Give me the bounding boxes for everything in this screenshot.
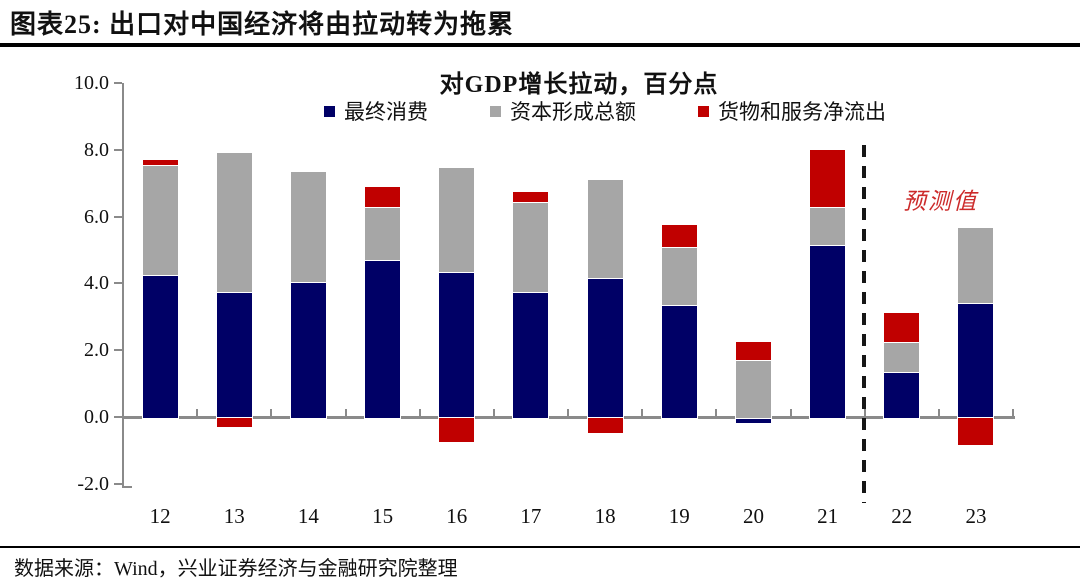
y-axis-line	[122, 83, 124, 488]
chart-title: 对GDP增长拉动，百分点	[439, 72, 719, 98]
bar-segment-20-货物和服务净流出	[734, 340, 772, 362]
x-axis-tick	[418, 409, 421, 418]
bar-segment-13-资本形成总额	[215, 152, 253, 293]
x-axis-label: 14	[297, 504, 319, 528]
y-axis-label: 4.0	[84, 272, 109, 295]
bar-segment-14-最终消费	[289, 280, 327, 420]
bar-segment-20-最终消费	[734, 417, 772, 425]
x-axis-label: 23	[965, 504, 987, 528]
legend-swatch-capital-formation-icon	[490, 105, 501, 117]
y-axis-label: 8.0	[84, 139, 109, 161]
legend-label-final-consumption: 最终消费	[344, 100, 428, 124]
x-axis-tick	[715, 409, 718, 418]
legend-item-final-consumption: 最终消费	[324, 96, 428, 126]
bar-segment-15-资本形成总额	[364, 205, 402, 261]
bar-segment-16-资本形成总额	[438, 167, 476, 273]
bar-segment-18-资本形成总额	[586, 178, 624, 280]
x-axis-label: 18	[594, 504, 616, 528]
data-source-note: 数据来源：Wind，兴业证券经济与金融研究院整理	[14, 558, 458, 580]
footer-divider-line	[0, 546, 1080, 548]
bar-segment-16-最终消费	[438, 270, 476, 420]
x-axis-label: 22	[891, 504, 913, 528]
bar-segment-23-最终消费	[957, 302, 995, 420]
legend-label-net-exports: 货物和服务净流出	[718, 100, 886, 124]
bar-segment-17-货物和服务净流出	[512, 190, 550, 203]
bar-segment-23-资本形成总额	[957, 227, 995, 305]
y-axis-tick	[114, 482, 122, 485]
x-axis-tick	[789, 409, 792, 418]
y-axis-label: 0.0	[84, 405, 109, 428]
bar-segment-19-资本形成总额	[660, 245, 698, 306]
bar-segment-15-货物和服务净流出	[364, 185, 402, 208]
bar-segment-15-最终消费	[364, 258, 402, 420]
x-axis-tick	[937, 409, 940, 418]
y-axis-tick	[114, 149, 122, 151]
bar-segment-12-货物和服务净流出	[141, 158, 179, 166]
bar-segment-20-资本形成总额	[734, 359, 772, 420]
x-axis-label: 13	[223, 504, 245, 528]
x-axis-line	[123, 416, 1015, 420]
legend-label-capital-formation: 资本形成总额	[510, 100, 636, 124]
legend-item-capital-formation: 资本形成总额	[490, 96, 636, 126]
x-axis-label: 12	[149, 504, 171, 528]
x-axis-label: 19	[668, 504, 690, 528]
y-axis-tick	[114, 349, 122, 352]
bar-segment-19-货物和服务净流出	[660, 223, 698, 248]
x-axis-label: 16	[446, 504, 468, 528]
forecast-label: 预测值	[903, 189, 978, 214]
x-axis-tick	[492, 409, 495, 418]
y-axis-label: 2.0	[84, 339, 109, 362]
x-axis-tick	[344, 409, 347, 418]
bar-segment-18-货物和服务净流出	[586, 417, 624, 435]
bar-segment-13-货物和服务净流出	[215, 417, 253, 428]
y-axis-tick	[114, 215, 122, 218]
x-axis-tick	[270, 409, 273, 418]
y-axis-label: -2.0	[77, 472, 109, 495]
legend-item-net-exports: 货物和服务净流出	[698, 96, 886, 126]
bar-segment-22-最终消费	[883, 370, 921, 420]
bar-segment-19-最终消费	[660, 303, 698, 420]
x-axis-tick	[567, 409, 570, 418]
x-axis-tick	[1012, 409, 1015, 418]
bar-segment-17-最终消费	[512, 290, 550, 420]
bar-segment-22-货物和服务净流出	[883, 312, 921, 343]
bar-segment-13-最终消费	[215, 290, 253, 420]
bar-segment-21-货物和服务净流出	[809, 148, 847, 208]
bar-segment-16-货物和服务净流出	[438, 417, 476, 443]
bar-segment-12-最终消费	[141, 273, 179, 420]
y-axis-tick	[114, 82, 122, 85]
bar-segment-12-资本形成总额	[141, 163, 179, 276]
y-axis-end-tick	[122, 486, 132, 488]
title-divider-line	[0, 43, 1080, 47]
x-axis-label: 20	[742, 504, 764, 528]
legend-swatch-net-exports-icon	[698, 105, 709, 117]
chart-legend: 最终消费 资本形成总额 货物和服务净流出	[130, 98, 1080, 124]
forecast-divider-dashed-line	[862, 145, 866, 503]
y-axis-tick	[114, 282, 122, 285]
bar-segment-18-最终消费	[586, 277, 624, 420]
figure-title: 图表25: 出口对中国经济将由拉动转为拖累	[10, 10, 515, 39]
x-axis-tick	[641, 409, 644, 418]
bar-segment-23-货物和服务净流出	[957, 417, 995, 447]
bar-segment-14-资本形成总额	[289, 170, 327, 283]
bar-segment-21-最终消费	[809, 243, 847, 420]
x-axis-tick	[196, 409, 199, 418]
y-axis-label: 10.0	[74, 72, 109, 95]
bar-segment-21-资本形成总额	[809, 205, 847, 246]
x-axis-label: 15	[372, 504, 394, 528]
legend-swatch-final-consumption-icon	[324, 105, 335, 117]
y-axis-label: 6.0	[84, 205, 109, 228]
x-axis-label: 17	[520, 504, 542, 528]
y-axis-tick	[114, 415, 122, 418]
bar-segment-22-资本形成总额	[883, 340, 921, 373]
bar-segment-17-资本形成总额	[512, 200, 550, 293]
x-axis-label: 21	[817, 504, 839, 528]
